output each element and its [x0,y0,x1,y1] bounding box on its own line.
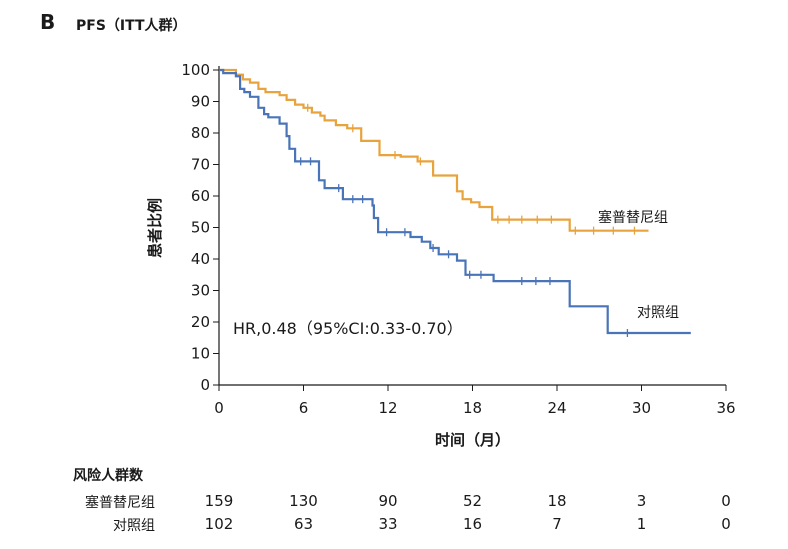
risk-row-label: 塞普替尼组 [85,495,155,511]
x-tick-label: 0 [214,399,224,417]
y-tick-label: 70 [191,156,210,174]
hazard-ratio-annotation: HR,0.48（95%CI:0.33-0.70） [233,319,463,338]
panel-letter: B [40,10,56,34]
legend-label-treatment: 塞普替尼组 [598,209,668,226]
curve-treatment [219,68,649,232]
risk-cell: 52 [462,492,483,510]
x-tick-label: 6 [299,399,309,417]
curves [219,68,691,338]
risk-cell: 16 [462,515,483,533]
x-tick-label: 30 [632,399,651,417]
risk-row-label: 对照组 [113,518,155,534]
y-tick-label: 40 [191,250,210,268]
x-tick-label: 18 [463,399,482,417]
y-tick-label: 90 [191,93,210,111]
y-axis-title: 患者比例 [146,198,164,258]
risk-cell: 0 [721,515,731,533]
risk-cell: 3 [636,492,647,510]
panel-title: PFS（ITT人群） [76,18,187,34]
legend-label-control: 对照组 [637,305,679,321]
y-tick-label: 50 [191,219,210,237]
x-tick-label: 12 [378,399,397,417]
y-tick-label: 80 [191,124,210,142]
risk-cell: 130 [289,492,318,510]
y-tick-label: 20 [191,313,210,331]
y-tick-label: 100 [181,61,210,79]
chart-labels: 时间（月） 患者比例 HR,0.48（95%CI:0.33-0.70） 塞普替尼组对照… [146,198,679,449]
risk-cell: 63 [293,515,314,533]
y-tick-label: 10 [191,345,210,363]
y-tick-label: 60 [191,187,210,205]
risk-cell: 90 [378,492,398,510]
y-tick-label: 0 [200,376,210,394]
y-tick-label: 30 [191,282,210,300]
risk-cell: 7 [552,515,562,533]
x-tick-label: 24 [547,399,566,417]
x-tick-label: 36 [716,399,735,417]
risk-cell: 0 [721,492,731,510]
risk-table-title: 风险人群数 [73,468,143,484]
axes: 0 10 20 30 40 50 60 70 80 90 100 0 6 12 18 24 30 36 [181,61,735,417]
risk-cell: 33 [378,515,398,533]
risk-cell: 18 [547,492,567,510]
x-axis-title: 时间（月） [435,431,510,449]
curve-control [219,68,691,335]
risk-cell: 1 [636,515,647,533]
risk-cell: 159 [204,492,234,510]
risk-cell: 102 [204,515,234,533]
